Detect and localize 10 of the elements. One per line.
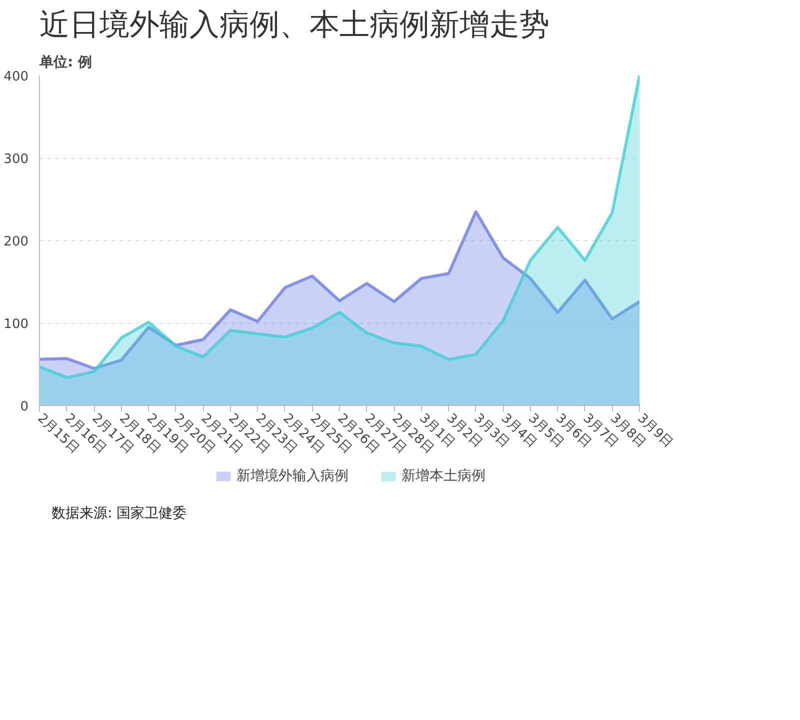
chart-title: 近日境外输入病例、本土病例新增走势 [40, 8, 550, 42]
chart-subtitle: 单位: 例 [38, 54, 92, 70]
legend-label: 新增本土病例 [402, 467, 486, 485]
legend-label: 新增境外输入病例 [236, 467, 348, 485]
y-tick-label: 400 [4, 70, 29, 84]
y-tick-label: 0 [20, 400, 29, 414]
y-tick-label: 300 [4, 152, 29, 167]
y-tick-label: 200 [4, 234, 29, 250]
y-tick-label: 100 [4, 317, 29, 332]
source-note: 数据来源: 国家卫健委 [52, 506, 187, 522]
